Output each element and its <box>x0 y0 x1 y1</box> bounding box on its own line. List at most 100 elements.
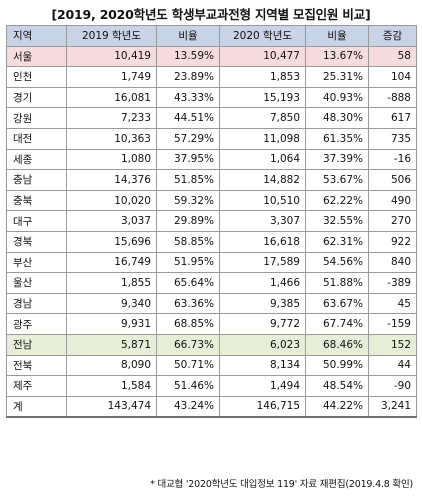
cell-ratio-2020: 63.67% <box>305 292 369 315</box>
cell-2019: 15,696 <box>66 230 157 253</box>
cell-change: 270 <box>368 210 417 232</box>
cell-ratio-2020: 53.67% <box>305 169 369 191</box>
cell-2019: 7,233 <box>66 107 157 129</box>
cell-region: 부산 <box>6 251 67 274</box>
cell-ratio-2019: 58.85% <box>156 230 220 253</box>
cell-2019: 9,931 <box>66 313 157 335</box>
cell-2019: 10,363 <box>66 127 157 150</box>
cell-2019: 5,871 <box>66 333 157 356</box>
cell-region: 제주 <box>6 375 67 397</box>
column-header-2019: 2019 학년도 <box>66 25 157 47</box>
table-row: 제주 1,584 51.46% 1,494 48.54% -90 <box>6 375 417 397</box>
cell-region: 경기 <box>6 86 67 109</box>
cell-ratio-2020: 48.54% <box>305 375 369 397</box>
cell-ratio-2020: 13.67% <box>305 45 369 68</box>
admission-comparison-table: 지역 2019 학년도 비율 2020 학년도 비율 증감 서울 10,419 13… <box>6 25 417 419</box>
cell-ratio-2019: 65.64% <box>156 272 220 294</box>
cell-region: 울산 <box>6 272 67 294</box>
cell-ratio-2020: 40.93% <box>305 86 369 109</box>
table-body: 서울 10,419 13.59% 10,477 13.67% 58 인천 1,749 23.89… <box>6 45 417 419</box>
cell-2020: 146,715 <box>219 395 306 419</box>
cell-change: 617 <box>368 107 417 129</box>
cell-change: 922 <box>368 230 417 253</box>
cell-ratio-2019: 37.95% <box>156 148 220 171</box>
cell-change: 104 <box>368 66 417 88</box>
cell-change: -90 <box>368 375 417 397</box>
table-row: 대구 3,037 29.89% 3,307 32.55% 270 <box>6 210 417 232</box>
cell-ratio-2019: 29.89% <box>156 210 220 232</box>
cell-change: -888 <box>368 86 417 109</box>
column-header-2020: 2020 학년도 <box>219 25 306 47</box>
cell-change: 58 <box>368 45 417 68</box>
cell-ratio-2020: 51.88% <box>305 272 369 294</box>
cell-2019: 1,855 <box>66 272 157 294</box>
cell-region: 충남 <box>6 169 67 191</box>
cell-ratio-2019: 59.32% <box>156 189 220 212</box>
cell-ratio-2019: 13.59% <box>156 45 220 68</box>
cell-2020: 1,494 <box>219 375 306 397</box>
cell-ratio-2020: 32.55% <box>305 210 369 232</box>
cell-2020: 7,850 <box>219 107 306 129</box>
cell-region: 전남 <box>6 333 67 356</box>
cell-ratio-2020: 67.74% <box>305 313 369 335</box>
cell-change: 840 <box>368 251 417 274</box>
source-footnote: * 대교협 '2020학년도 대입정보 119' 자료 재편집(2019.4.8… <box>150 479 413 490</box>
cell-ratio-2019: 57.29% <box>156 127 220 150</box>
column-header-region: 지역 <box>6 25 67 47</box>
table-row: 경북 15,696 58.85% 16,618 62.31% 922 <box>6 230 417 253</box>
cell-2020: 9,772 <box>219 313 306 335</box>
cell-ratio-2020: 68.46% <box>305 333 369 356</box>
cell-ratio-2019: 68.85% <box>156 313 220 335</box>
cell-2019: 1,080 <box>66 148 157 171</box>
cell-2020: 17,589 <box>219 251 306 274</box>
header-row: 지역 2019 학년도 비율 2020 학년도 비율 증감 <box>6 25 417 47</box>
cell-2019: 143,474 <box>66 395 157 419</box>
cell-ratio-2020: 54.56% <box>305 251 369 274</box>
table-row: 세종 1,080 37.95% 1,064 37.39% -16 <box>6 148 417 171</box>
cell-ratio-2020: 62.22% <box>305 189 369 212</box>
column-header-change: 증감 <box>368 25 417 47</box>
cell-ratio-2019: 43.24% <box>156 395 220 419</box>
cell-ratio-2019: 51.95% <box>156 251 220 274</box>
cell-change: -16 <box>368 148 417 171</box>
cell-ratio-2019: 51.85% <box>156 169 220 191</box>
cell-2019: 3,037 <box>66 210 157 232</box>
cell-ratio-2019: 44.51% <box>156 107 220 129</box>
cell-2020: 8,134 <box>219 354 306 377</box>
cell-change: 45 <box>368 292 417 315</box>
table-row: 울산 1,855 65.64% 1,466 51.88% -389 <box>6 272 417 294</box>
cell-ratio-2019: 50.71% <box>156 354 220 377</box>
cell-2020: 9,385 <box>219 292 306 315</box>
cell-2019: 9,340 <box>66 292 157 315</box>
cell-change: -159 <box>368 313 417 335</box>
table-row: 인천 1,749 23.89% 1,853 25.31% 104 <box>6 66 417 88</box>
column-header-ratio-2020: 비율 <box>305 25 369 47</box>
cell-2019: 10,419 <box>66 45 157 68</box>
cell-2020: 1,064 <box>219 148 306 171</box>
table-row: 경남 9,340 63.36% 9,385 63.67% 45 <box>6 292 417 315</box>
table-row: 서울 10,419 13.59% 10,477 13.67% 58 <box>6 45 417 68</box>
cell-2019: 14,376 <box>66 169 157 191</box>
cell-2020: 14,882 <box>219 169 306 191</box>
cell-region: 인천 <box>6 66 67 88</box>
cell-region: 충북 <box>6 189 67 212</box>
column-header-ratio-2019: 비율 <box>156 25 220 47</box>
table-row: 부산 16,749 51.95% 17,589 54.56% 840 <box>6 251 417 274</box>
cell-region: 경남 <box>6 292 67 315</box>
cell-change: -389 <box>368 272 417 294</box>
cell-2020: 10,477 <box>219 45 306 68</box>
cell-region: 세종 <box>6 148 67 171</box>
cell-2020: 3,307 <box>219 210 306 232</box>
cell-region: 계 <box>6 395 67 419</box>
table-row: 대전 10,363 57.29% 11,098 61.35% 735 <box>6 127 417 150</box>
table-row: 전남 5,871 66.73% 6,023 68.46% 152 <box>6 333 417 356</box>
table-title: [2019, 2020학년도 학생부교과전형 지역별 모집인원 비교] <box>51 7 371 22</box>
cell-change: 735 <box>368 127 417 150</box>
cell-ratio-2019: 66.73% <box>156 333 220 356</box>
cell-2019: 1,584 <box>66 375 157 397</box>
cell-2019: 8,090 <box>66 354 157 377</box>
table-row: 계 143,474 43.24% 146,715 44.22% 3,241 <box>6 395 417 419</box>
cell-ratio-2020: 25.31% <box>305 66 369 88</box>
cell-2019: 16,749 <box>66 251 157 274</box>
cell-ratio-2020: 50.99% <box>305 354 369 377</box>
